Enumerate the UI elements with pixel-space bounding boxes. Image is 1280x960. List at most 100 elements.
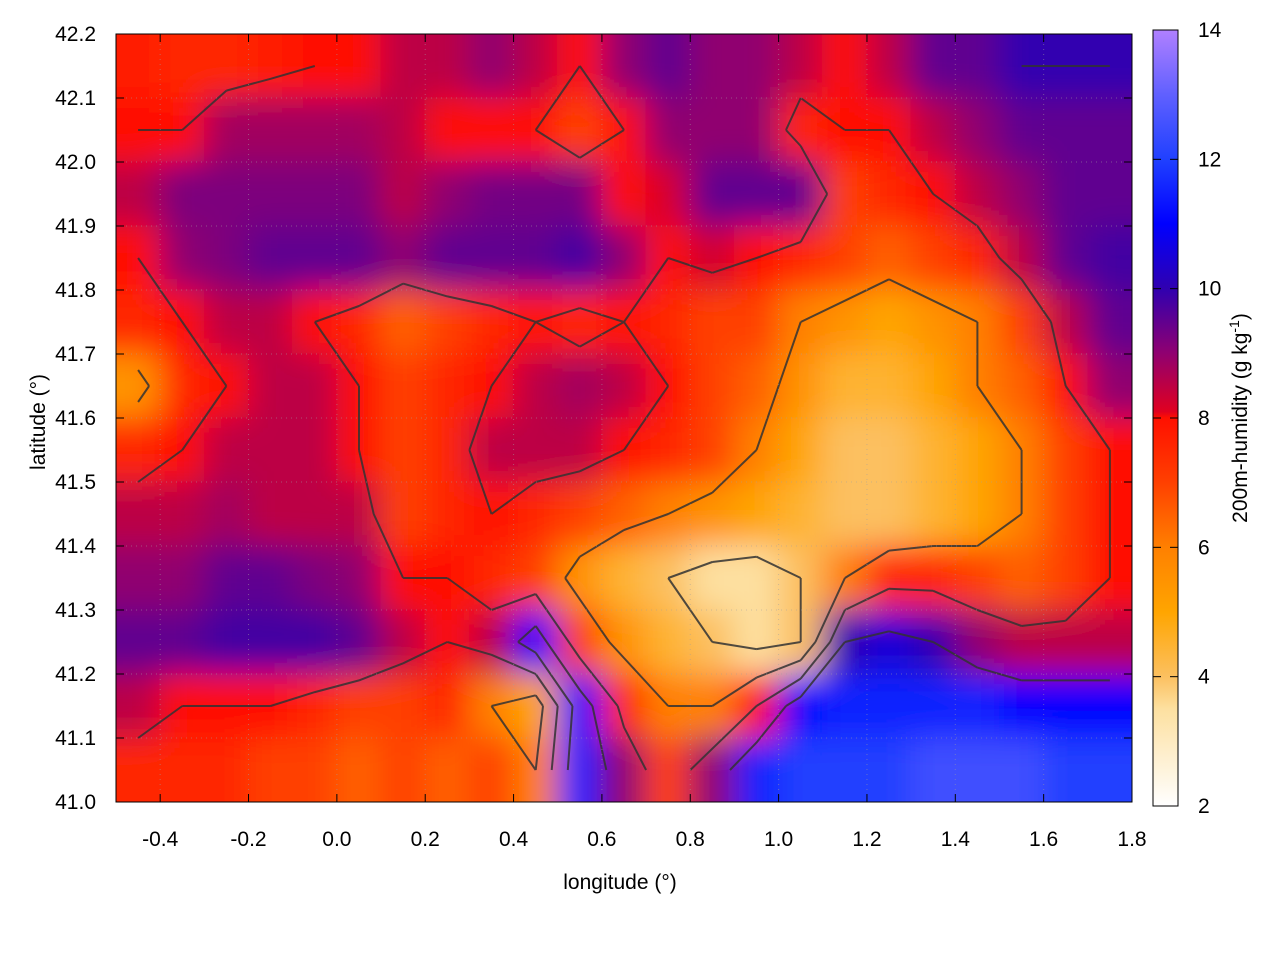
- heatmap-cell: [292, 737, 338, 802]
- heatmap-cell: [822, 225, 868, 291]
- heatmap-cell: [1043, 737, 1089, 802]
- heatmap-cell: [910, 545, 956, 611]
- heatmap-cell: [557, 225, 603, 291]
- heatmap-cell: [866, 289, 912, 355]
- heatmap-cell-pad: [159, 34, 205, 35]
- heatmap-cell: [513, 353, 559, 419]
- heatmap-cell: [424, 161, 470, 227]
- heatmap-cell: [1043, 481, 1089, 547]
- heatmap-cell: [424, 417, 470, 483]
- heatmap-cell: [116, 34, 161, 99]
- heatmap-cell: [954, 97, 1000, 163]
- heatmap-cell: [601, 34, 647, 99]
- heatmap-cell: [1043, 161, 1089, 227]
- heatmap-cell: [822, 34, 868, 99]
- heatmap-cell: [998, 289, 1045, 355]
- heatmap-cell: [557, 289, 603, 355]
- heatmap-cell: [689, 34, 735, 99]
- heatmap-cell: [116, 289, 161, 355]
- heatmap-cell-pad: [424, 34, 470, 35]
- y-tick-label: 41.3: [55, 599, 96, 622]
- grid: [116, 33, 1133, 803]
- heatmap-cell-pad: [116, 34, 161, 35]
- heatmap-cell: [424, 737, 470, 802]
- heatmap-cell: [822, 161, 868, 227]
- heatmap-cell: [468, 417, 515, 483]
- y-tick-label: 41.9: [55, 215, 96, 238]
- heatmap-cell-pad: [1043, 34, 1089, 35]
- heatmap-cell: [689, 161, 735, 227]
- heatmap-cell: [203, 609, 250, 675]
- heatmap-cell: [954, 225, 1000, 291]
- heatmap-cell: [557, 353, 603, 419]
- heatmap-cell: [866, 673, 912, 739]
- heatmap-cell: [645, 737, 691, 802]
- heatmap-cell: [159, 609, 205, 675]
- heatmap-cell: [733, 737, 780, 802]
- heatmap-cell: [380, 481, 426, 547]
- heatmap-cell: [645, 289, 691, 355]
- heatmap-cell: [954, 481, 1000, 547]
- heatmap-cell: [557, 737, 603, 802]
- y-tick-label: 41.0: [55, 791, 96, 814]
- heatmap-cell: [292, 353, 338, 419]
- heatmap-cell: [468, 161, 515, 227]
- heatmap-cell: [248, 97, 294, 163]
- heatmap-cell-pad: [380, 34, 426, 35]
- heatmap-cell: [1043, 225, 1089, 291]
- heatmap-cell: [822, 417, 868, 483]
- heatmap-cell: [116, 609, 161, 675]
- x-tick-label: 0.8: [676, 828, 705, 851]
- heatmap-cell: [380, 673, 426, 739]
- heatmap-cell: [557, 673, 603, 739]
- heatmap-cell: [733, 545, 780, 611]
- heatmap-cell: [203, 97, 250, 163]
- x-tick-label: 1.4: [941, 828, 971, 851]
- heatmap-cell: [1043, 97, 1089, 163]
- heatmap-cell: [954, 737, 1000, 802]
- x-tick-label: 1.2: [852, 828, 881, 851]
- heatmap-cell-pad: [689, 34, 735, 35]
- heatmap-cell: [866, 737, 912, 802]
- heatmap-cell: [601, 737, 647, 802]
- heatmap-cell: [866, 545, 912, 611]
- heatmap-cell: [866, 34, 912, 99]
- y-tick-label: 41.2: [55, 663, 96, 686]
- heatmap-cell: [910, 481, 956, 547]
- heatmap-cell: [336, 609, 382, 675]
- colorbar-tick-label: 8: [1198, 407, 1210, 430]
- heatmap-cell: [292, 161, 338, 227]
- heatmap-cell: [733, 97, 780, 163]
- y-tick-label: 41.7: [55, 343, 96, 366]
- heatmap-cell-pad: [866, 34, 912, 35]
- heatmap-cell: [557, 481, 603, 547]
- heatmap-cell: [778, 481, 824, 547]
- heatmap-cell: [159, 545, 205, 611]
- x-tick-label: 1.0: [764, 828, 793, 851]
- heatmap-cell: [866, 161, 912, 227]
- heatmap-cell: [778, 737, 824, 802]
- heatmap-cell: [557, 609, 603, 675]
- heatmap-cell: [248, 417, 294, 483]
- heatmap-cell: [424, 97, 470, 163]
- heatmap-cell: [601, 225, 647, 291]
- y-tick-label: 41.4: [55, 535, 96, 558]
- x-tick-label: 0.0: [322, 828, 351, 851]
- heatmap-cell: [424, 225, 470, 291]
- heatmap-cell: [866, 225, 912, 291]
- heatmap-cell: [1087, 97, 1132, 163]
- heatmap-cell: [645, 609, 691, 675]
- heatmap-cell: [998, 97, 1045, 163]
- heatmap-cell: [513, 34, 559, 99]
- heatmap-cell: [866, 609, 912, 675]
- heatmap-cell: [116, 545, 161, 611]
- heatmap-cell: [336, 289, 382, 355]
- heatmap-cell: [380, 34, 426, 99]
- heatmap-cell: [1087, 673, 1132, 739]
- heatmap-cell: [998, 737, 1045, 802]
- heatmap-cell: [203, 161, 250, 227]
- heatmap-cell: [248, 609, 294, 675]
- heatmap-cell: [1043, 673, 1089, 739]
- heatmap-cell-pad: [1087, 34, 1132, 35]
